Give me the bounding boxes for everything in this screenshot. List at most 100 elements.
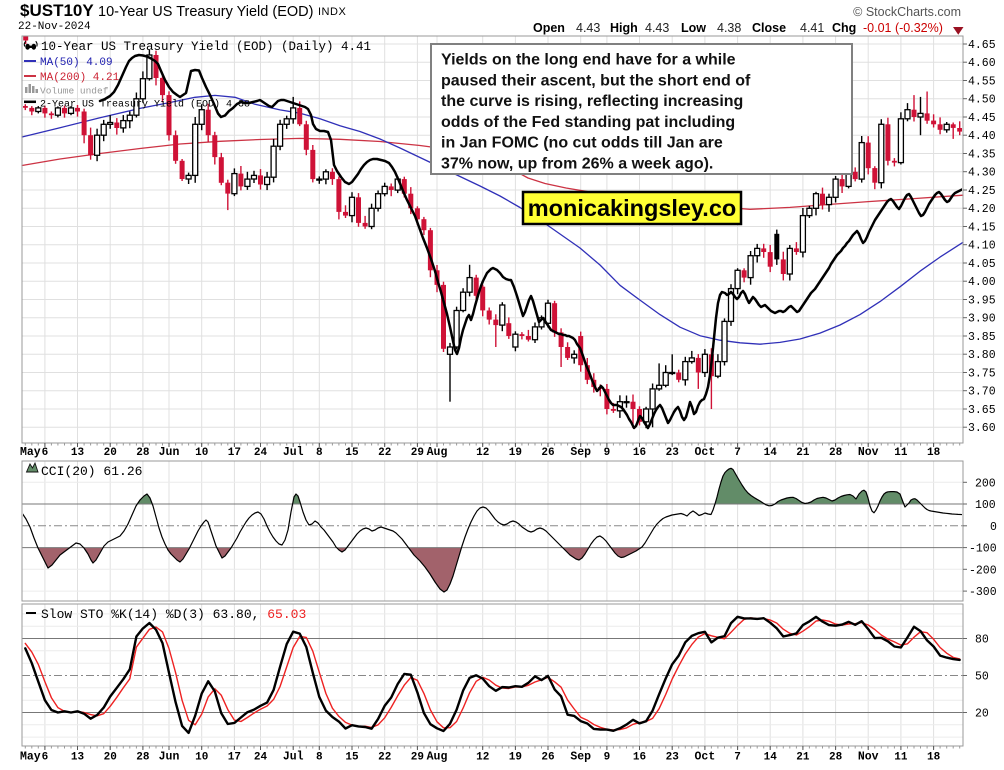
svg-text:22: 22 xyxy=(378,752,391,764)
svg-text:50: 50 xyxy=(975,671,989,684)
svg-text:Jun: Jun xyxy=(159,446,180,459)
svg-text:-200: -200 xyxy=(969,564,997,577)
svg-text:4.45: 4.45 xyxy=(968,112,996,125)
svg-text:4.20: 4.20 xyxy=(968,203,996,216)
svg-text:Jul: Jul xyxy=(283,751,304,764)
svg-text:17: 17 xyxy=(228,447,241,459)
svg-text:4.35: 4.35 xyxy=(968,149,996,162)
svg-text:4.43: 4.43 xyxy=(645,21,669,35)
svg-text:4.40: 4.40 xyxy=(968,130,996,143)
svg-text:12: 12 xyxy=(476,752,489,764)
svg-text:37% now, up from 26% a week ag: 37% now, up from 26% a week ago). xyxy=(441,156,713,173)
svg-text:28: 28 xyxy=(829,752,843,764)
svg-text:7: 7 xyxy=(734,752,741,764)
svg-text:18: 18 xyxy=(927,447,941,459)
svg-text:Sep: Sep xyxy=(570,446,591,459)
svg-text:4.25: 4.25 xyxy=(968,185,996,198)
svg-text:in Jan FOMC (no cut odds till: in Jan FOMC (no cut odds till Jan are xyxy=(441,135,723,152)
svg-text:High: High xyxy=(610,21,638,35)
svg-text:10: 10 xyxy=(195,752,208,764)
svg-text:23: 23 xyxy=(666,752,680,764)
svg-text:3.80: 3.80 xyxy=(968,349,996,362)
svg-text:24: 24 xyxy=(254,447,268,459)
svg-text:Nov: Nov xyxy=(858,751,879,764)
svg-text:3.70: 3.70 xyxy=(968,386,996,399)
svg-text:© StockCharts.com: © StockCharts.com xyxy=(853,5,961,19)
svg-text:0: 0 xyxy=(990,521,997,534)
svg-text:100: 100 xyxy=(975,499,996,512)
svg-text:16: 16 xyxy=(633,447,646,459)
svg-text:-100: -100 xyxy=(969,543,997,556)
svg-text:4.05: 4.05 xyxy=(968,258,996,271)
svg-text:7: 7 xyxy=(734,447,741,459)
svg-text:odds of the Fed standing pat i: odds of the Fed standing pat including xyxy=(441,114,735,131)
svg-text:Jun: Jun xyxy=(159,751,180,764)
svg-text:4.41: 4.41 xyxy=(800,21,824,35)
svg-text:19: 19 xyxy=(509,447,522,459)
svg-text:Nov: Nov xyxy=(858,446,879,459)
svg-text:12: 12 xyxy=(476,447,489,459)
svg-text:14: 14 xyxy=(764,447,778,459)
svg-text:-300: -300 xyxy=(969,586,997,599)
svg-text:3.60: 3.60 xyxy=(968,422,996,435)
svg-text:3.90: 3.90 xyxy=(968,313,996,326)
svg-text:13: 13 xyxy=(71,447,85,459)
svg-text:-0.01 (-0.32%): -0.01 (-0.32%) xyxy=(863,21,943,35)
svg-text:21: 21 xyxy=(796,752,810,764)
svg-text:Jul: Jul xyxy=(283,446,304,459)
svg-text:23: 23 xyxy=(666,447,680,459)
svg-text:11: 11 xyxy=(894,752,908,764)
svg-text:11: 11 xyxy=(894,447,908,459)
svg-text:26: 26 xyxy=(541,447,554,459)
svg-text:9: 9 xyxy=(604,752,611,764)
svg-text:3.95: 3.95 xyxy=(968,295,996,308)
svg-text:Oct: Oct xyxy=(695,446,716,459)
svg-text:3.65: 3.65 xyxy=(968,404,996,417)
svg-text:15: 15 xyxy=(345,447,359,459)
svg-text:13: 13 xyxy=(71,752,85,764)
svg-text:monicakingsley.co: monicakingsley.co xyxy=(528,195,737,221)
svg-text:20: 20 xyxy=(104,752,117,764)
svg-text:28: 28 xyxy=(136,752,150,764)
svg-text:15: 15 xyxy=(345,752,359,764)
svg-text:16: 16 xyxy=(633,752,646,764)
svg-text:6: 6 xyxy=(42,752,49,764)
svg-text:20: 20 xyxy=(975,708,989,721)
svg-text:4.00: 4.00 xyxy=(968,276,996,289)
svg-text:26: 26 xyxy=(541,752,554,764)
svg-text:Open: Open xyxy=(533,21,565,35)
svg-text:22-Nov-2024: 22-Nov-2024 xyxy=(18,21,91,33)
svg-text:Sep: Sep xyxy=(570,751,591,764)
svg-text:21: 21 xyxy=(796,447,810,459)
svg-text:200: 200 xyxy=(975,477,996,490)
svg-text:6: 6 xyxy=(42,447,49,459)
svg-text:Slow STO %K(14) %D(3) 63.80, 6: Slow STO %K(14) %D(3) 63.80, 65.03 xyxy=(41,607,306,622)
svg-text:8: 8 xyxy=(316,447,323,459)
svg-text:Oct: Oct xyxy=(695,751,716,764)
svg-text:4.38: 4.38 xyxy=(717,21,741,35)
svg-text:14: 14 xyxy=(764,752,778,764)
svg-text:Close: Close xyxy=(752,21,786,35)
svg-text:17: 17 xyxy=(228,752,241,764)
svg-text:22: 22 xyxy=(378,447,391,459)
svg-text:Aug: Aug xyxy=(427,446,448,459)
svg-text:4.60: 4.60 xyxy=(968,57,996,70)
svg-text:10-Year US Treasury Yield (EOD: 10-Year US Treasury Yield (EOD) xyxy=(98,4,313,20)
svg-text:Volume undef: Volume undef xyxy=(40,86,109,97)
svg-text:4.30: 4.30 xyxy=(968,167,996,180)
svg-text:$UST10Y: $UST10Y xyxy=(20,1,94,20)
svg-text:20: 20 xyxy=(104,447,117,459)
svg-text:Aug: Aug xyxy=(427,751,448,764)
svg-text:4.43: 4.43 xyxy=(576,21,600,35)
svg-text:9: 9 xyxy=(604,447,611,459)
svg-text:28: 28 xyxy=(829,447,843,459)
svg-text:29: 29 xyxy=(411,752,424,764)
svg-text:24: 24 xyxy=(254,752,268,764)
svg-text:INDX: INDX xyxy=(318,6,346,18)
svg-text:10: 10 xyxy=(195,447,208,459)
svg-text:2-Year US Treasury Yield (EOD): 2-Year US Treasury Yield (EOD) 4.38 xyxy=(40,98,250,110)
svg-text:4.15: 4.15 xyxy=(968,222,996,235)
svg-text:Yields on the long end have fo: Yields on the long end have for a while xyxy=(441,52,736,69)
svg-text:4.50: 4.50 xyxy=(968,94,996,107)
svg-text:Low: Low xyxy=(681,21,706,35)
